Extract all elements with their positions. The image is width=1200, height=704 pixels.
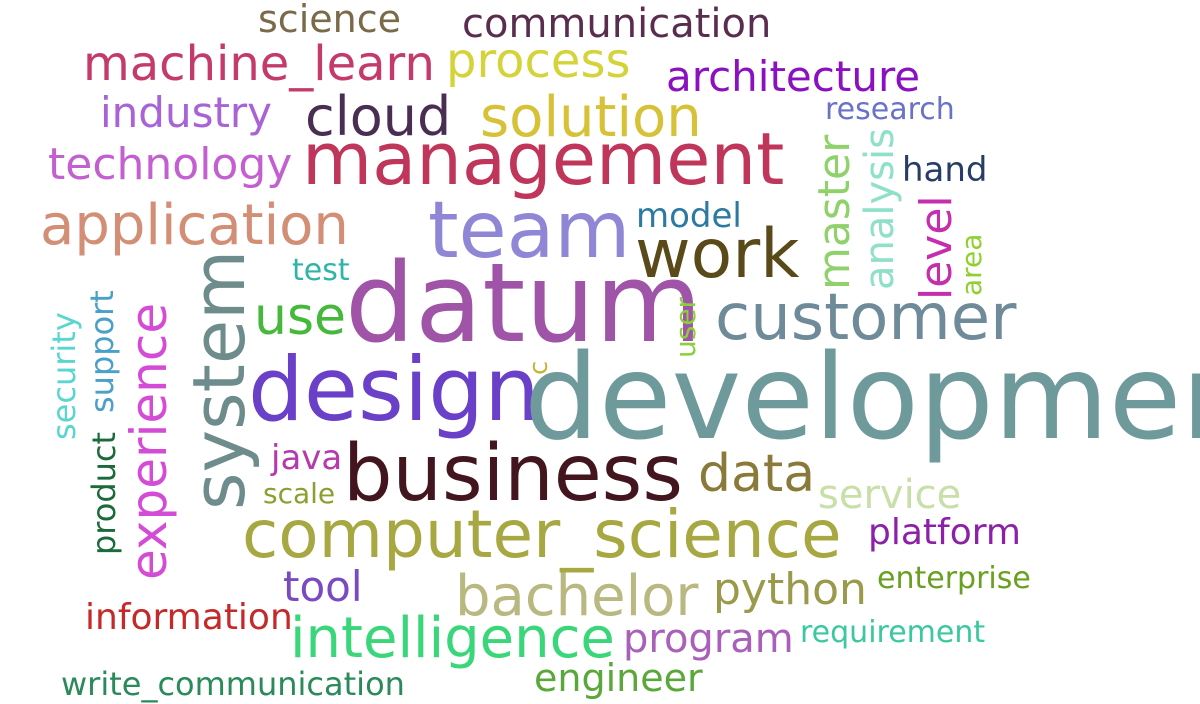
word-system: system xyxy=(177,249,261,510)
word-enterprise: enterprise xyxy=(877,561,1031,596)
word-use: use xyxy=(254,287,347,347)
word-java: java xyxy=(271,438,343,478)
word-industry: industry xyxy=(100,88,273,137)
word-tool: tool xyxy=(283,562,363,611)
word-write-communication: write_communication xyxy=(61,665,405,703)
word-engineer: engineer xyxy=(534,656,703,700)
word-hand: hand xyxy=(902,150,988,190)
word-test: test xyxy=(292,253,350,288)
word-product: product xyxy=(85,431,123,555)
word-machine-learn: machine_learn xyxy=(83,36,435,92)
word-experience: experience xyxy=(120,302,178,580)
word-customer: customer xyxy=(715,281,1017,355)
word-bachelor: bachelor xyxy=(455,564,699,629)
word-research: research xyxy=(825,92,955,127)
word-requirement: requirement xyxy=(800,615,986,650)
word-team: team xyxy=(428,186,631,276)
word-management: management xyxy=(302,117,785,201)
word-program: program xyxy=(623,616,794,662)
word-cloud: cloud xyxy=(305,85,452,148)
word-datum: datum xyxy=(345,239,703,367)
word-master: master xyxy=(809,134,860,290)
word-platform: platform xyxy=(868,512,1021,553)
word-scale: scale xyxy=(263,477,336,510)
word-security: security xyxy=(45,312,83,440)
word-development: development xyxy=(524,328,1200,466)
word-science: science xyxy=(258,0,401,41)
word-information: information xyxy=(85,597,293,638)
word-process: process xyxy=(446,33,631,89)
word-data: data xyxy=(698,444,816,504)
word-service: service xyxy=(818,472,962,518)
word-analysis: analysis xyxy=(857,128,903,290)
word-model: model xyxy=(636,196,742,236)
word-business: business xyxy=(343,429,683,519)
word-work: work xyxy=(635,215,800,294)
word-design: design xyxy=(248,338,540,441)
word-communication: communication xyxy=(462,1,772,47)
word-application: application xyxy=(40,193,349,258)
word-intelligence: intelligence xyxy=(290,606,615,671)
word-architecture: architecture xyxy=(666,52,921,101)
word-solution: solution xyxy=(480,85,702,150)
word-computer-science: computer_science xyxy=(242,496,842,573)
word-technology: technology xyxy=(48,139,293,190)
word-support: support xyxy=(83,290,121,413)
word-python: python xyxy=(713,564,867,615)
